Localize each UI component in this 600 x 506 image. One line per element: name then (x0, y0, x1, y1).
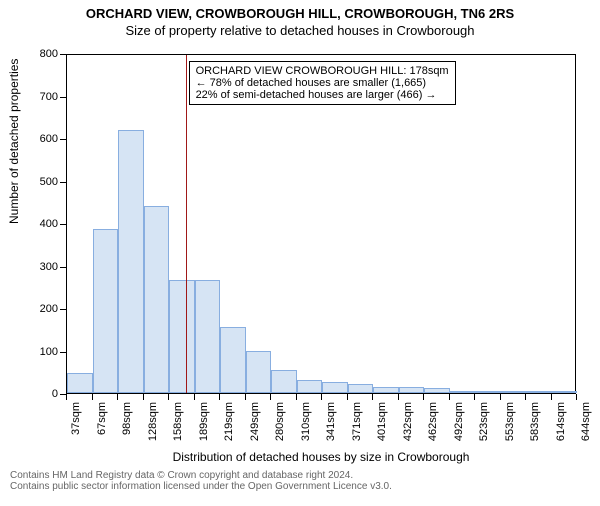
y-tick-mark (60, 182, 66, 183)
annotation-line: ORCHARD VIEW CROWBOROUGH HILL: 178sqm (196, 65, 449, 77)
x-tick-label: 341sqm (325, 402, 337, 441)
x-tick-mark (321, 394, 322, 400)
footer-line1: Contains HM Land Registry data © Crown c… (10, 470, 392, 481)
x-tick-label: 553sqm (504, 402, 516, 441)
x-tick-label: 189sqm (198, 402, 210, 441)
annotation-line: ← 78% of detached houses are smaller (1,… (196, 77, 449, 89)
x-tick-label: 401sqm (376, 402, 388, 441)
histogram-bar (118, 130, 144, 394)
x-tick-label: 98sqm (121, 402, 133, 435)
histogram-bar (526, 391, 552, 393)
histogram-bar (424, 388, 450, 393)
x-tick-mark (270, 394, 271, 400)
chart-subtitle: Size of property relative to detached ho… (0, 23, 600, 38)
x-tick-mark (219, 394, 220, 400)
x-tick-mark (117, 394, 118, 400)
histogram-bar (67, 373, 93, 393)
histogram-bar (399, 387, 425, 393)
x-tick-label: 158sqm (172, 402, 184, 441)
x-tick-mark (245, 394, 246, 400)
x-tick-label: 462sqm (427, 402, 439, 441)
reference-line (186, 55, 187, 393)
histogram-bar (297, 380, 323, 393)
y-tick-mark (60, 224, 66, 225)
histogram-bar (169, 280, 195, 393)
x-tick-mark (143, 394, 144, 400)
x-tick-mark (92, 394, 93, 400)
histogram-bar (271, 370, 297, 393)
y-tick-mark (60, 54, 66, 55)
y-tick-mark (60, 309, 66, 310)
x-tick-label: 614sqm (555, 402, 567, 441)
x-tick-mark (296, 394, 297, 400)
y-tick-mark (60, 97, 66, 98)
y-axis-label: Number of detached properties (7, 204, 21, 224)
x-tick-label: 492sqm (453, 402, 465, 441)
x-tick-mark (551, 394, 552, 400)
x-tick-label: 249sqm (249, 402, 261, 441)
histogram-bar (475, 391, 501, 393)
x-tick-mark (372, 394, 373, 400)
annotation-line: 22% of semi-detached houses are larger (… (196, 89, 449, 101)
histogram-bar (195, 280, 221, 393)
histogram-bar (552, 391, 578, 393)
x-tick-label: 432sqm (402, 402, 414, 441)
histogram-bar (450, 391, 476, 393)
y-tick-label: 600 (40, 133, 58, 145)
y-tick-label: 100 (40, 346, 58, 358)
annotation-box: ORCHARD VIEW CROWBOROUGH HILL: 178sqm← 7… (189, 61, 456, 105)
x-tick-label: 67sqm (96, 402, 108, 435)
y-tick-label: 200 (40, 303, 58, 315)
x-tick-label: 128sqm (147, 402, 159, 441)
y-tick-label: 0 (52, 388, 58, 400)
x-tick-mark (66, 394, 67, 400)
y-tick-label: 800 (40, 48, 58, 60)
x-tick-mark (194, 394, 195, 400)
footer-line2: Contains public sector information licen… (10, 481, 392, 492)
histogram-bar (322, 382, 348, 393)
x-tick-label: 280sqm (274, 402, 286, 441)
y-tick-mark (60, 267, 66, 268)
y-tick-mark (60, 352, 66, 353)
footer-attribution: Contains HM Land Registry data © Crown c… (10, 470, 392, 492)
x-tick-label: 644sqm (580, 402, 592, 441)
x-tick-mark (168, 394, 169, 400)
x-axis-label: Distribution of detached houses by size … (66, 450, 576, 464)
chart-title: ORCHARD VIEW, CROWBOROUGH HILL, CROWBORO… (0, 6, 600, 21)
y-tick-mark (60, 139, 66, 140)
y-tick-label: 500 (40, 176, 58, 188)
y-tick-label: 700 (40, 91, 58, 103)
x-tick-label: 523sqm (478, 402, 490, 441)
histogram-bar (348, 384, 374, 393)
x-tick-label: 219sqm (223, 402, 235, 441)
x-tick-mark (398, 394, 399, 400)
histogram-bar (246, 351, 272, 393)
x-tick-label: 310sqm (300, 402, 312, 441)
x-tick-mark (576, 394, 577, 400)
y-tick-label: 400 (40, 218, 58, 230)
histogram-bar (93, 229, 119, 393)
x-tick-label: 37sqm (70, 402, 82, 435)
x-tick-mark (449, 394, 450, 400)
histogram-bar (501, 391, 527, 393)
x-tick-label: 583sqm (529, 402, 541, 441)
x-tick-mark (525, 394, 526, 400)
histogram-bar (373, 387, 399, 393)
histogram-bar (220, 327, 246, 393)
x-tick-label: 371sqm (351, 402, 363, 441)
x-tick-mark (474, 394, 475, 400)
plot-area: ORCHARD VIEW CROWBOROUGH HILL: 178sqm← 7… (66, 54, 576, 394)
x-tick-mark (500, 394, 501, 400)
histogram-bar (144, 206, 170, 393)
x-tick-mark (423, 394, 424, 400)
y-tick-label: 300 (40, 261, 58, 273)
x-tick-mark (347, 394, 348, 400)
